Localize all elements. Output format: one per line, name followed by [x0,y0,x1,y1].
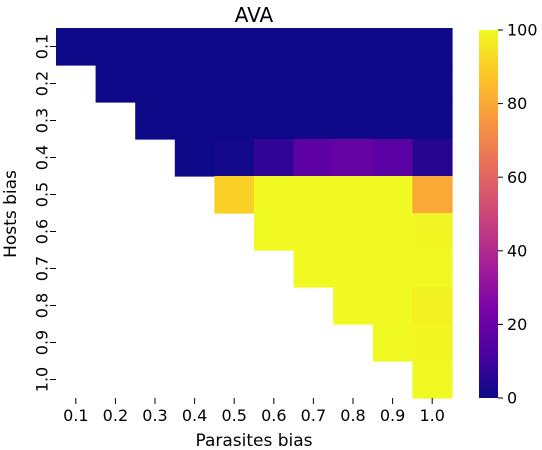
x-tick-label: 0.6 [261,406,286,425]
x-tick-label: 0.4 [182,406,207,425]
heatmap-cell [412,139,453,177]
y-tick-label: 0.2 [33,71,52,96]
x-tick-label: 0.7 [301,406,326,425]
heatmap-cell [372,213,413,251]
heatmap-cell [174,65,215,103]
colorbar-ticks: 0 20 40 60 80 100 [498,21,538,408]
heatmap-cell [135,65,176,103]
colorbar-tick-label: 80 [507,94,527,113]
y-tick-label: 0.7 [33,256,52,281]
heatmap-cell [333,102,374,140]
heatmap-cell [254,28,295,66]
y-tick-label: 0.9 [33,330,52,355]
y-tick-label: 0.3 [33,108,52,133]
heatmap-cell [333,139,374,177]
heatmap-cell [293,250,334,288]
heatmap-cell [254,65,295,103]
x-tick-label: 0.5 [221,406,246,425]
heatmap-cell [412,28,453,66]
heatmap-cell [293,176,334,214]
heatmap-cell [372,287,413,325]
heatmap-cell [333,65,374,103]
heatmap-cell [372,28,413,66]
heatmap-cell [372,250,413,288]
heatmap-cell [372,139,413,177]
heatmap-cell [372,102,413,140]
heatmap-cell [95,65,136,103]
y-tick-label: 0.6 [33,219,52,244]
x-tick-label: 0.8 [340,406,365,425]
colorbar-tick-label: 60 [507,168,527,187]
heatmap-cell [333,213,374,251]
heatmap-cell [214,139,255,177]
heatmap-cell [214,65,255,103]
x-tick-label: 0.1 [63,406,88,425]
heatmap-cell [293,28,334,66]
heatmap-cells [56,28,453,399]
heatmap-cell [333,250,374,288]
heatmap-cell [412,287,453,325]
colorbar-tick-label: 100 [507,21,538,40]
y-tick-label: 0.4 [33,145,52,170]
heatmap-cell [412,213,453,251]
heatmap-cell [412,65,453,103]
heatmap-cell [174,102,215,140]
heatmap-cell [214,28,255,66]
heatmap-cell [293,102,334,140]
y-tick-label: 1.0 [33,367,52,392]
heatmap-cell [412,250,453,288]
heatmap-cell [333,28,374,66]
colorbar-tick-label: 0 [507,389,517,408]
heatmap-cell [372,65,413,103]
heatmap-cell [174,139,215,177]
heatmap-cell [412,176,453,214]
heatmap-cell [56,28,97,66]
x-tick-label: 0.2 [103,406,128,425]
x-axis-label: Parasites bias [195,431,312,450]
heatmap-cell [412,324,453,362]
colorbar-tick-label: 20 [507,315,527,334]
y-axis-ticks: 0.1 0.2 0.3 0.4 0.5 0.6 0.7 0.8 0.9 1.0 [33,34,56,392]
heatmap-cell [372,324,413,362]
heatmap-cell [214,102,255,140]
heatmap-cell [293,65,334,103]
y-axis-label: Hosts bias [1,170,21,258]
x-axis-ticks: 0.1 0.2 0.3 0.4 0.5 0.6 0.7 0.8 0.9 1.0 [63,398,445,425]
heatmap-cell [174,28,215,66]
colorbar-tick-label: 40 [507,241,527,260]
heatmap-cell [214,176,255,214]
heatmap-cell [293,213,334,251]
heatmap-cell [333,176,374,214]
heatmap-cell [254,139,295,177]
heatmap-cell [254,102,295,140]
heatmap-cell [333,287,374,325]
heatmap-cell [135,28,176,66]
heatmap-cell [412,361,453,399]
heatmap-cell [254,176,295,214]
y-tick-label: 0.1 [33,34,52,59]
heatmap-cell [254,213,295,251]
heatmap-cell [372,176,413,214]
heatmap-cell [135,102,176,140]
x-tick-label: 0.3 [142,406,167,425]
x-tick-label: 0.9 [380,406,405,425]
y-tick-label: 0.5 [33,182,52,207]
chart-title: AVA [235,3,274,27]
colorbar [479,30,498,398]
x-tick-label: 1.0 [419,406,444,425]
y-tick-label: 0.8 [33,293,52,318]
heatmap-cell [412,102,453,140]
heatmap-cell [293,139,334,177]
heatmap-cell [95,28,136,66]
